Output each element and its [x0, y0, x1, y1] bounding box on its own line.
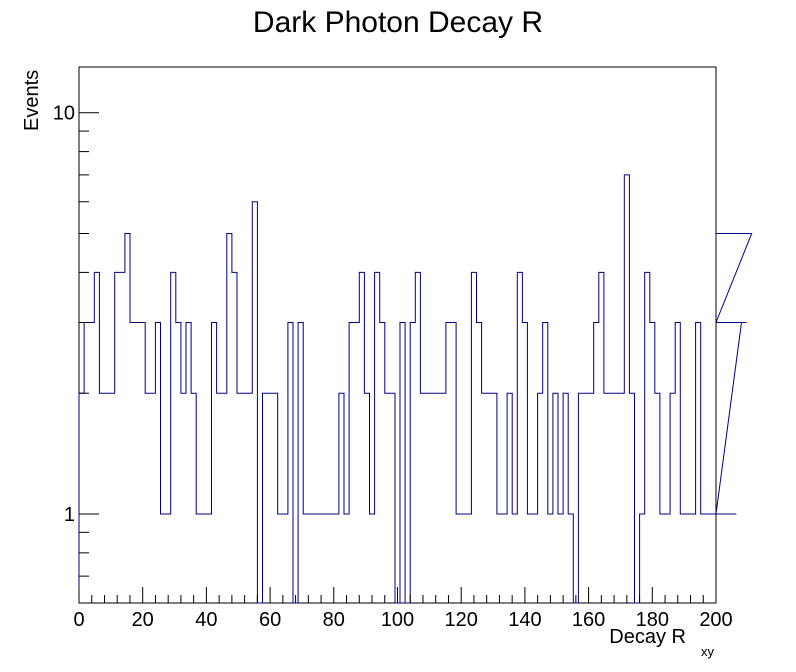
y-axis-ticks: 1 10: [53, 103, 99, 604]
x-axis-ticks: 0 20 40 60 80 100 120 140 160 180 200: [73, 587, 733, 631]
x-tick-label: 80: [323, 609, 345, 631]
x-tick-label: 0: [73, 609, 84, 631]
y-axis-label: Events: [21, 70, 43, 131]
x-tick-label: 20: [132, 609, 154, 631]
x-axis-label: Decay R: [609, 626, 686, 648]
x-tick-label: 200: [699, 609, 732, 631]
x-tick-label: 60: [259, 609, 281, 631]
chart-title: Dark Photon Decay R: [253, 6, 543, 39]
histogram-line: [78, 174, 753, 604]
x-tick-label: 180: [636, 609, 669, 631]
plot-frame: [78, 66, 717, 604]
x-tick-label: 160: [572, 609, 605, 631]
x-axis-label-subscript: xy: [701, 644, 715, 659]
x-tick-label: 40: [195, 609, 217, 631]
y-tick-label: 1: [64, 504, 75, 526]
x-tick-label: 100: [381, 609, 414, 631]
x-tick-label: 140: [508, 609, 541, 631]
x-tick-label: 120: [445, 609, 478, 631]
y-tick-label: 10: [53, 103, 75, 125]
